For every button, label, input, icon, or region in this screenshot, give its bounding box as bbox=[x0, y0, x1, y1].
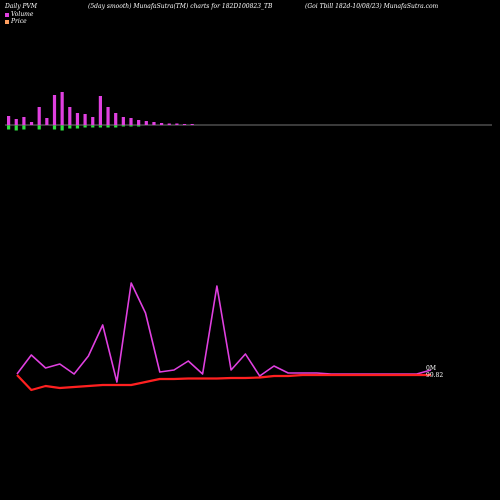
end-label-price: 99.82 bbox=[426, 372, 443, 379]
volume-bar-16 bbox=[121, 117, 125, 125]
price-line bbox=[16, 373, 431, 392]
volume-down-bar-2 bbox=[14, 125, 18, 131]
legend-volume-label: Volume bbox=[11, 11, 34, 18]
volume-bar-5 bbox=[37, 107, 41, 125]
volume-bar-17 bbox=[129, 118, 133, 125]
volume-bar-2 bbox=[14, 119, 18, 125]
price-lines bbox=[16, 282, 432, 392]
volume-down-bar-16 bbox=[121, 125, 125, 127]
volume-bar-11 bbox=[83, 114, 87, 125]
volume-bar-21 bbox=[160, 123, 164, 125]
volume-bar-4 bbox=[29, 122, 34, 125]
volume-bar-3 bbox=[22, 117, 26, 125]
volume-bar-14 bbox=[106, 107, 110, 125]
end-label-volume: 0M bbox=[426, 365, 436, 372]
volume-bar-10 bbox=[75, 113, 80, 125]
volume-bar-1 bbox=[7, 116, 11, 125]
volume-bar-24 bbox=[182, 124, 187, 125]
volume-bar-18 bbox=[137, 120, 141, 125]
volume-bar-19 bbox=[144, 121, 148, 125]
volume-bar-9 bbox=[68, 107, 72, 125]
volume-down-bar-17 bbox=[129, 125, 133, 127]
volume-down-bar-14 bbox=[106, 125, 110, 128]
volume-down-bar-7 bbox=[52, 125, 57, 130]
volume-down-bar-18 bbox=[137, 125, 141, 127]
volume-bar-13 bbox=[98, 96, 102, 125]
volume-down-bar-15 bbox=[114, 125, 118, 128]
volume-down-bar-12 bbox=[91, 125, 95, 128]
volume-down-bar-11 bbox=[83, 125, 87, 128]
legend-volume: Volume bbox=[5, 11, 33, 18]
volume-bar-8 bbox=[60, 92, 64, 125]
legend-price-swatch bbox=[5, 19, 9, 24]
volume-down-bar-10 bbox=[75, 125, 80, 129]
chart-header-left: Daily PVM bbox=[5, 3, 38, 10]
chart-header-center: (5day smooth) MunafaSutra(TM) charts for… bbox=[88, 3, 273, 10]
chart-header-right: (Goi Tbill 182d-10/08/23) MunafaSutra.co… bbox=[305, 3, 439, 10]
volume-line bbox=[16, 282, 432, 383]
volume-bar-23 bbox=[175, 123, 179, 125]
volume-bar-22 bbox=[167, 123, 171, 125]
volume-down-bar-13 bbox=[98, 125, 102, 128]
legend-price-label: Price bbox=[11, 18, 27, 25]
volume-down-bar-1 bbox=[7, 125, 11, 130]
volume-down-bar-3 bbox=[22, 125, 26, 130]
volume-bar-15 bbox=[114, 113, 118, 125]
volume-bar-12 bbox=[91, 117, 95, 125]
volume-bar-25 bbox=[190, 124, 194, 125]
volume-bars bbox=[5, 92, 492, 131]
volume-down-bar-8 bbox=[60, 125, 64, 131]
volume-down-bar-9 bbox=[68, 125, 72, 129]
legend-volume-swatch bbox=[5, 12, 9, 17]
volume-down-bar-5 bbox=[37, 125, 41, 130]
volume-bar-7 bbox=[52, 95, 57, 125]
legend-price: Price bbox=[5, 18, 27, 25]
volume-bar-6 bbox=[45, 118, 49, 125]
volume-bar-20 bbox=[152, 122, 156, 125]
